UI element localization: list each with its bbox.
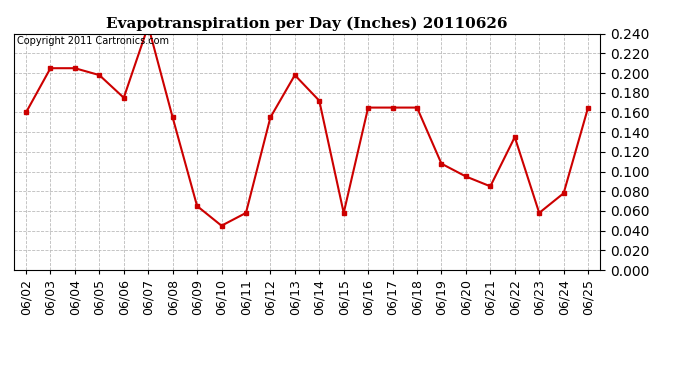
Text: Copyright 2011 Cartronics.com: Copyright 2011 Cartronics.com <box>17 36 169 46</box>
Title: Evapotranspiration per Day (Inches) 20110626: Evapotranspiration per Day (Inches) 2011… <box>106 17 508 31</box>
